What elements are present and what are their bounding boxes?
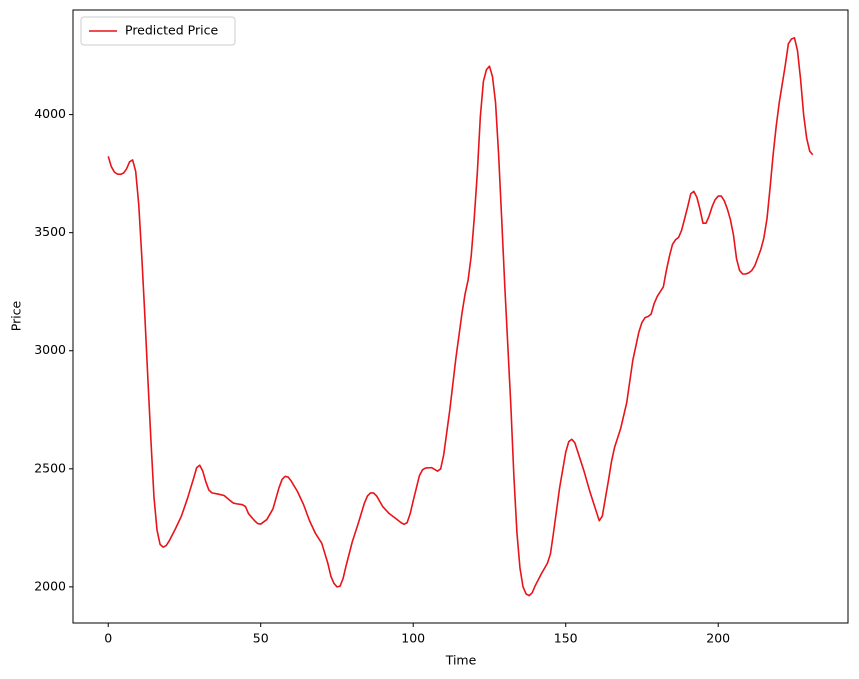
- x-tick-label: 200: [706, 631, 730, 646]
- y-tick-label: 2500: [34, 460, 66, 475]
- y-tick-label: 3500: [34, 224, 66, 239]
- x-axis-label: Time: [445, 653, 477, 668]
- line-series: [107, 37, 814, 597]
- x-tick-label: 0: [104, 631, 112, 646]
- legend-label: Predicted Price: [125, 23, 218, 38]
- y-tick-label: 4000: [34, 106, 66, 121]
- x-tick-label: 50: [253, 631, 269, 646]
- y-tick-label: 2000: [34, 578, 66, 593]
- axes-frame: [72, 9, 849, 624]
- y-axis-label: Price: [9, 300, 24, 331]
- x-tick-label: 150: [554, 631, 578, 646]
- y-tick-label: 3000: [34, 342, 66, 357]
- legend-box: [80, 16, 236, 46]
- x-tick-label: 100: [401, 631, 425, 646]
